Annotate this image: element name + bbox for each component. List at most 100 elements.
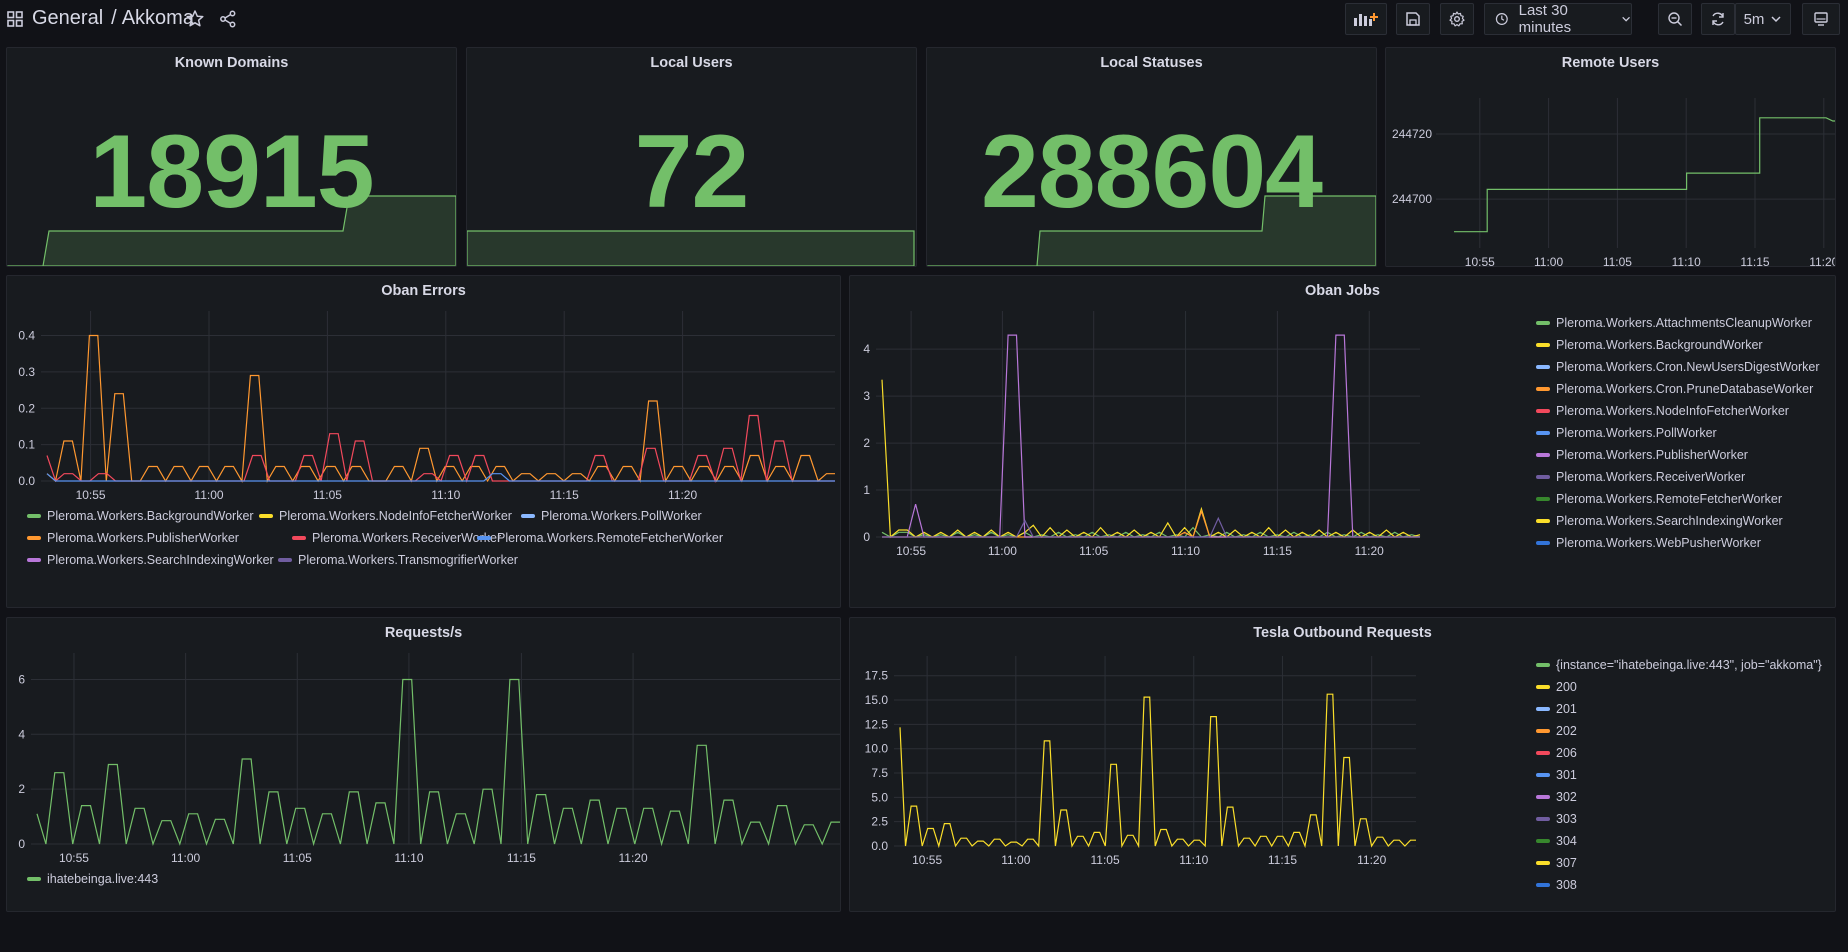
panel-title: Tesla Outbound Requests bbox=[1253, 625, 1432, 641]
share-icon[interactable] bbox=[219, 10, 237, 28]
time-range-picker[interactable]: Last 30 minutes bbox=[1484, 2, 1632, 36]
legend-item[interactable]: 301 bbox=[1536, 768, 1577, 782]
legend-item[interactable]: 303 bbox=[1536, 812, 1577, 826]
x-tick-label: 11:20 bbox=[668, 488, 697, 502]
panel-title: Requests/s bbox=[384, 625, 463, 641]
legend-item[interactable]: Pleroma.Workers.ReceiverWorker bbox=[1536, 470, 1745, 484]
y-tick-label: 4 bbox=[863, 342, 870, 356]
stat-value: 72 bbox=[634, 114, 750, 230]
legend-item[interactable]: Pleroma.Workers.WebPusherWorker bbox=[1536, 536, 1761, 550]
x-tick-label: 10:55 bbox=[59, 851, 89, 865]
legend-item[interactable]: Pleroma.Workers.ReceiverWorker bbox=[292, 531, 501, 545]
y-tick-label: 4 bbox=[18, 727, 25, 741]
legend-swatch bbox=[1536, 475, 1550, 479]
dashboard-settings-button[interactable] bbox=[1440, 3, 1474, 35]
local-statuses-panel[interactable]: Local Statuses 288604 bbox=[926, 47, 1377, 267]
legend-item[interactable]: Pleroma.Workers.Cron.PruneDatabaseWorker bbox=[1536, 382, 1813, 396]
zoom-out-button[interactable] bbox=[1658, 3, 1692, 35]
x-tick-label: 11:05 bbox=[1090, 853, 1119, 867]
folder-link[interactable]: General bbox=[32, 7, 104, 29]
y-tick-label: 244720 bbox=[1392, 127, 1432, 141]
legend-label: 302 bbox=[1556, 790, 1577, 804]
legend-label: Pleroma.Workers.BackgroundWorker bbox=[47, 509, 254, 523]
plot-area: 0 1 2 3 4 10:55 11:00 11:05 11:10 11:15 11:20 bbox=[863, 311, 1421, 558]
series-line bbox=[882, 334, 1420, 538]
x-tick-label: 11:15 bbox=[507, 851, 536, 865]
series-line bbox=[881, 379, 1421, 539]
legend-swatch bbox=[1536, 453, 1550, 457]
legend-item[interactable]: Pleroma.Workers.NodeInfoFetcherWorker bbox=[259, 509, 512, 523]
legend-item[interactable]: Pleroma.Workers.PollWorker bbox=[1536, 426, 1717, 440]
y-tick-label: 0 bbox=[863, 530, 870, 544]
oban-jobs-panel[interactable]: Oban Jobs 0 1 2 3 4 10:55 11:00 11:05 11:10 11:15… bbox=[849, 275, 1836, 608]
legend-item[interactable]: Pleroma.Workers.PublisherWorker bbox=[1536, 448, 1748, 462]
legend-label: {instance="ihatebeinga.live:443", job="a… bbox=[1556, 658, 1822, 672]
legend-item[interactable]: 302 bbox=[1536, 790, 1577, 804]
tv-mode-button[interactable] bbox=[1802, 3, 1840, 35]
y-tick-label: 1 bbox=[863, 483, 870, 497]
legend-item[interactable]: ihatebeinga.live:443 bbox=[27, 872, 158, 886]
legend-label: Pleroma.Workers.PublisherWorker bbox=[47, 531, 239, 545]
x-tick-label: 11:10 bbox=[394, 851, 423, 865]
time-range-label: Last 30 minutes bbox=[1518, 2, 1572, 36]
legend-item[interactable]: Pleroma.Workers.PollWorker bbox=[521, 509, 702, 523]
legend-label: 303 bbox=[1556, 812, 1577, 826]
legend-swatch bbox=[477, 536, 491, 540]
legend-item[interactable]: Pleroma.Workers.BackgroundWorker bbox=[1536, 338, 1763, 352]
legend-item[interactable]: 307 bbox=[1536, 856, 1577, 870]
series-line bbox=[1454, 117, 1835, 233]
refresh-button[interactable] bbox=[1701, 3, 1735, 35]
legend-label: Pleroma.Workers.RemoteFetcherWorker bbox=[497, 531, 723, 545]
remote-users-panel[interactable]: Remote Users 244700 244720 10:55 11:00 11:05… bbox=[1385, 47, 1836, 267]
requests-panel[interactable]: Requests/s 0 2 4 6 10:55 11:00 11:05 11:10 11:15… bbox=[6, 617, 841, 912]
legend-item[interactable]: Pleroma.Workers.SearchIndexingWorker bbox=[1536, 514, 1783, 528]
legend-label: Pleroma.Workers.SearchIndexingWorker bbox=[1556, 514, 1783, 528]
y-tick-label: 0.3 bbox=[18, 365, 35, 379]
legend-item[interactable]: Pleroma.Workers.PublisherWorker bbox=[27, 531, 239, 545]
legend-item[interactable]: Pleroma.Workers.NodeInfoFetcherWorker bbox=[1536, 404, 1789, 418]
legend-item[interactable]: 200 bbox=[1536, 680, 1577, 694]
dashboard-title[interactable]: Akkoma bbox=[121, 7, 194, 29]
series-line bbox=[36, 678, 840, 847]
chevron-down-icon bbox=[1622, 16, 1630, 22]
series-line bbox=[882, 516, 1420, 538]
x-tick-label: 11:15 bbox=[1740, 255, 1769, 267]
refresh-interval-label: 5m bbox=[1743, 10, 1765, 28]
chevron-down-icon bbox=[1771, 16, 1781, 23]
legend-item[interactable]: Pleroma.Workers.RemoteFetcherWorker bbox=[477, 531, 723, 545]
legend-item[interactable]: Pleroma.Workers.BackgroundWorker bbox=[27, 509, 254, 523]
x-tick-label: 11:05 bbox=[283, 851, 312, 865]
y-tick-label: 2.5 bbox=[871, 815, 888, 829]
legend-item[interactable]: 202 bbox=[1536, 724, 1577, 738]
refresh-interval-picker[interactable]: 5m bbox=[1735, 3, 1791, 35]
legend-item[interactable]: Pleroma.Workers.AttachmentsCleanupWorker bbox=[1536, 316, 1812, 330]
legend-item[interactable]: 308 bbox=[1536, 878, 1577, 892]
save-dashboard-button[interactable] bbox=[1396, 3, 1430, 35]
apps-icon[interactable] bbox=[7, 11, 23, 27]
local-users-panel[interactable]: Local Users 72 bbox=[466, 47, 917, 267]
legend-label: Pleroma.Workers.NodeInfoFetcherWorker bbox=[279, 509, 512, 523]
series-line bbox=[882, 509, 1420, 538]
oban-errors-panel[interactable]: Oban Errors 0.0 0.1 0.2 0.3 0.4 10:55 11:00 11:… bbox=[6, 275, 841, 608]
legend-item[interactable]: 201 bbox=[1536, 702, 1577, 716]
legend-swatch bbox=[1536, 409, 1550, 413]
legend-label: Pleroma.Workers.PublisherWorker bbox=[1556, 448, 1748, 462]
legend-item[interactable]: 304 bbox=[1536, 834, 1577, 848]
legend-item[interactable]: Pleroma.Workers.TransmogrifierWorker bbox=[278, 553, 518, 567]
legend-swatch bbox=[1536, 387, 1550, 391]
add-panel-button[interactable] bbox=[1345, 3, 1387, 35]
plot-area: 0 2 4 6 10:55 11:00 11:05 11:10 11:15 11:20 bbox=[18, 653, 840, 865]
legend-item[interactable]: {instance="ihatebeinga.live:443", job="a… bbox=[1536, 658, 1822, 672]
y-tick-label: 6 bbox=[18, 672, 25, 686]
tesla-outbound-panel[interactable]: Tesla Outbound Requests 0.0 2.5 5.0 7.5 10.0… bbox=[849, 617, 1836, 912]
legend-item[interactable]: Pleroma.Workers.SearchIndexingWorker bbox=[27, 553, 274, 567]
legend-item[interactable]: Pleroma.Workers.Cron.NewUsersDigestWorke… bbox=[1536, 360, 1820, 374]
series-line bbox=[46, 414, 835, 484]
legend-item[interactable]: Pleroma.Workers.RemoteFetcherWorker bbox=[1536, 492, 1782, 506]
stat-value: 18915 bbox=[89, 114, 374, 230]
known-domains-panel[interactable]: Known Domains 18915 bbox=[6, 47, 457, 267]
panel-title: Local Statuses bbox=[1100, 55, 1203, 71]
star-icon[interactable] bbox=[185, 9, 205, 29]
legend-label: Pleroma.Workers.TransmogrifierWorker bbox=[298, 553, 518, 567]
legend-item[interactable]: 206 bbox=[1536, 746, 1577, 760]
